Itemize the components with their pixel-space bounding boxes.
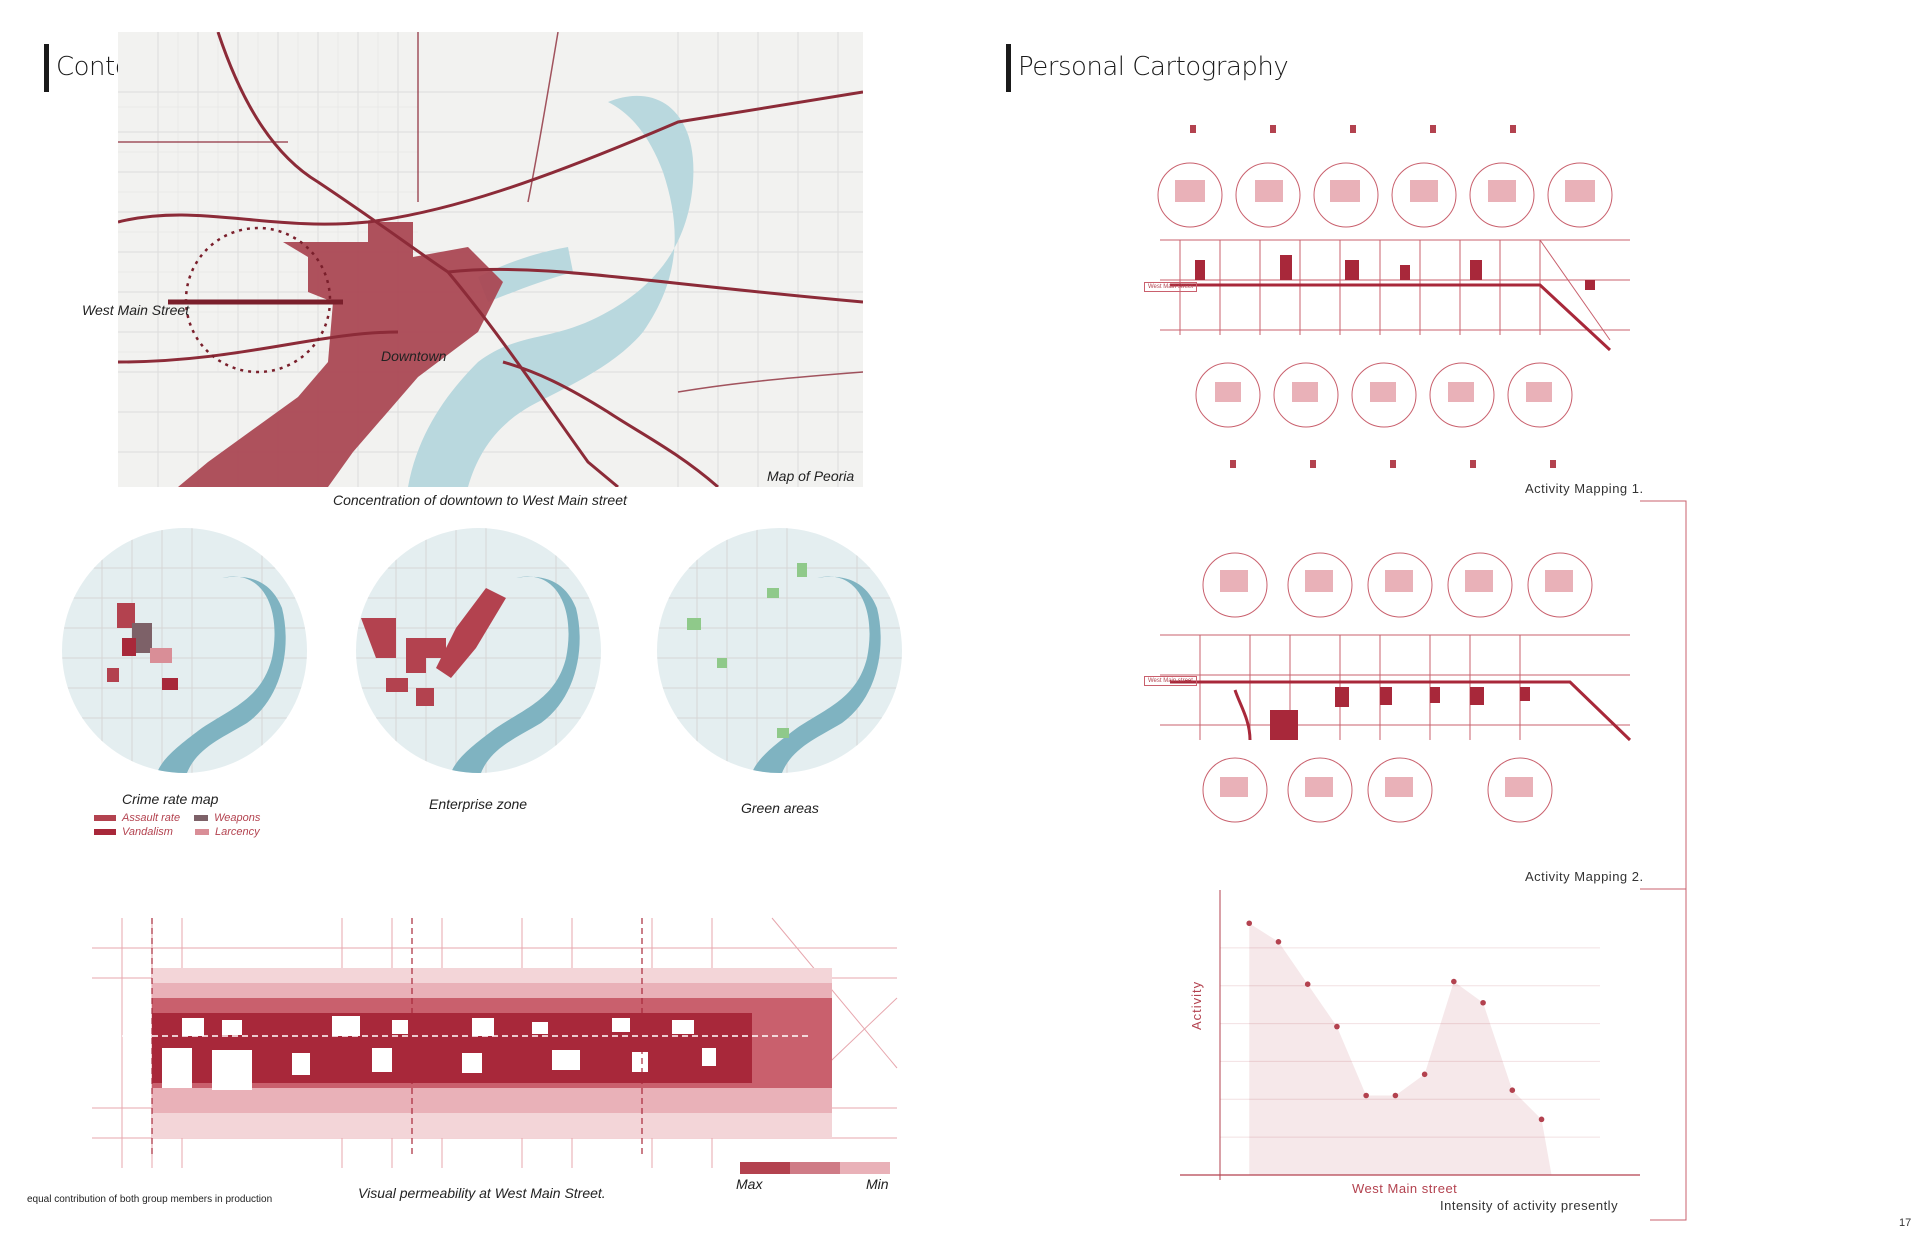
scale-max-label: Max [736, 1176, 763, 1192]
street-tag-2: West Main street [1144, 676, 1197, 686]
activity-mapping-2-label: Activity Mapping 2. [1525, 869, 1644, 884]
peoria-map-drawing [118, 32, 863, 487]
title-bar-right [1006, 44, 1011, 92]
larcency-swatch [194, 829, 209, 836]
page-number: 17 [1899, 1217, 1912, 1229]
crime-rate-circle [62, 528, 307, 773]
permeability-drawing [92, 917, 898, 1168]
legend-vandalism: Vandalism [94, 826, 173, 838]
west-main-axis-label: West Main street [1352, 1181, 1458, 1196]
map-of-peoria-label: Map of Peoria [767, 468, 855, 484]
data-point [1421, 1071, 1428, 1078]
green-areas-caption: Green areas [741, 800, 819, 816]
street-tag-1: West Main street [1144, 282, 1197, 292]
permeability-caption: Visual permeability at West Main Street. [358, 1185, 606, 1201]
map-caption: Concentration of downtown to West Main s… [333, 492, 627, 508]
west-main-street-label: West Main Street [82, 302, 190, 318]
crime-legend-row-2: Vandalism Larcency [94, 826, 294, 838]
scale-seg-2 [790, 1162, 840, 1174]
activity-area [1249, 923, 1552, 1175]
activity-mapping-1-drawing [1157, 125, 1630, 468]
data-point [1451, 978, 1457, 985]
title-bar [44, 44, 49, 92]
data-point [1480, 999, 1486, 1006]
chart-caption: Intensity of activity presently [1440, 1198, 1619, 1213]
scale-seg-3 [840, 1162, 890, 1174]
downtown-label: Downtown [381, 348, 447, 364]
weapons-swatch [194, 815, 209, 822]
activity-mapping-2-drawing [1160, 552, 1632, 823]
activity-axis-label: Activity [1189, 980, 1204, 1030]
page-title-cartography: Personal Cartography [1018, 52, 1289, 82]
peoria-map [118, 32, 863, 487]
enterprise-zone-caption: Enterprise zone [429, 796, 528, 812]
crime-rate-map [62, 528, 307, 773]
activity-mapping-2 [1140, 525, 1640, 865]
data-point [1392, 1092, 1399, 1099]
scale-seg-1 [740, 1162, 790, 1174]
data-point [1334, 1023, 1340, 1030]
permeability-map [92, 917, 898, 1168]
legend-weapons: Weapons [194, 812, 260, 824]
crime-legend-row-1: Assault rate Weapons [94, 812, 294, 824]
activity-mapping-1-label: Activity Mapping 1. [1525, 481, 1644, 496]
crime-rate-caption: Crime rate map [122, 791, 219, 807]
activity-mapping-1 [1140, 120, 1640, 475]
assault-swatch [94, 815, 116, 822]
data-point [1246, 920, 1253, 927]
data-point [1304, 981, 1311, 987]
green-areas-circle [657, 528, 902, 773]
permeability-scale [740, 1162, 890, 1174]
data-point [1275, 939, 1282, 945]
enterprise-zone-map [356, 528, 601, 773]
data-point [1538, 1116, 1545, 1123]
legend-assault: Assault rate [94, 812, 180, 824]
crime-legend: Assault rate Weapons Vandalism Larcency [94, 812, 294, 838]
scale-min-label: Min [866, 1176, 889, 1192]
enterprise-zone-circle [356, 528, 601, 773]
activity-chart-svg [1180, 890, 1640, 1180]
activity-chart [1165, 885, 1645, 1185]
data-point [1509, 1087, 1516, 1093]
green-areas-map [657, 528, 902, 773]
vandalism-swatch [94, 829, 116, 836]
legend-larcency: Larcency [194, 826, 260, 838]
footnote: equal contribution of both group members… [27, 1194, 273, 1205]
data-point [1363, 1092, 1369, 1099]
